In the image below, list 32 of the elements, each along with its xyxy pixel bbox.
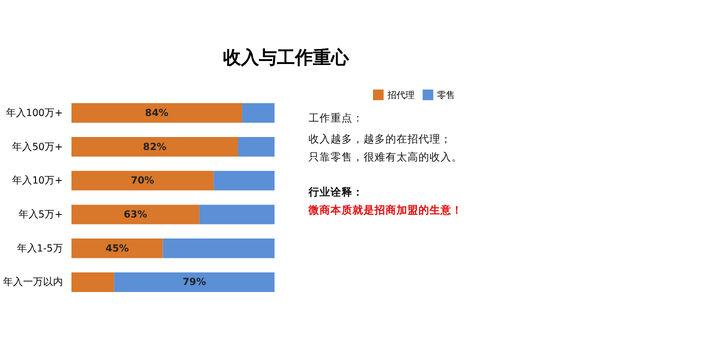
bar [214, 170, 275, 190]
bar [71, 272, 114, 292]
bar [71, 137, 238, 157]
y-tick-label: 年入50万+ [12, 140, 63, 153]
text: 工作重点： [308, 112, 364, 125]
chart-title: 收入与工作重心 [222, 48, 350, 69]
data-label: 79% [182, 277, 206, 288]
bar [238, 137, 275, 157]
data-label: 45% [105, 243, 130, 254]
data-label: 84% [145, 108, 169, 119]
text: 收入越多，越多的在招代理； [308, 132, 452, 146]
bar [71, 170, 214, 190]
bar [162, 238, 275, 258]
bar [71, 238, 163, 258]
bar [242, 103, 275, 123]
text: 行业诠释： [307, 185, 364, 198]
bar [71, 103, 242, 123]
legend-label: 零售 [436, 90, 455, 101]
y-tick-label: 年入100万+ [6, 106, 63, 119]
legend-label: 招代理 [386, 90, 414, 101]
y-tick-label: 年入5万+ [18, 208, 63, 220]
data-label: 82% [143, 142, 167, 153]
y-tick-label: 年入10万+ [12, 174, 63, 187]
data-label: 70% [130, 176, 154, 187]
y-tick-label: 年入一万以内 [2, 276, 63, 288]
bar [71, 204, 200, 224]
text: 只靠零售，很难有太高的收入。 [308, 150, 462, 164]
bar [199, 204, 275, 224]
y-tick-label: 年入1-5万 [16, 242, 63, 254]
text: 微商本质就是招商加盟的生意！ [307, 203, 462, 216]
bar [114, 272, 275, 292]
data-label: 63% [124, 209, 148, 220]
